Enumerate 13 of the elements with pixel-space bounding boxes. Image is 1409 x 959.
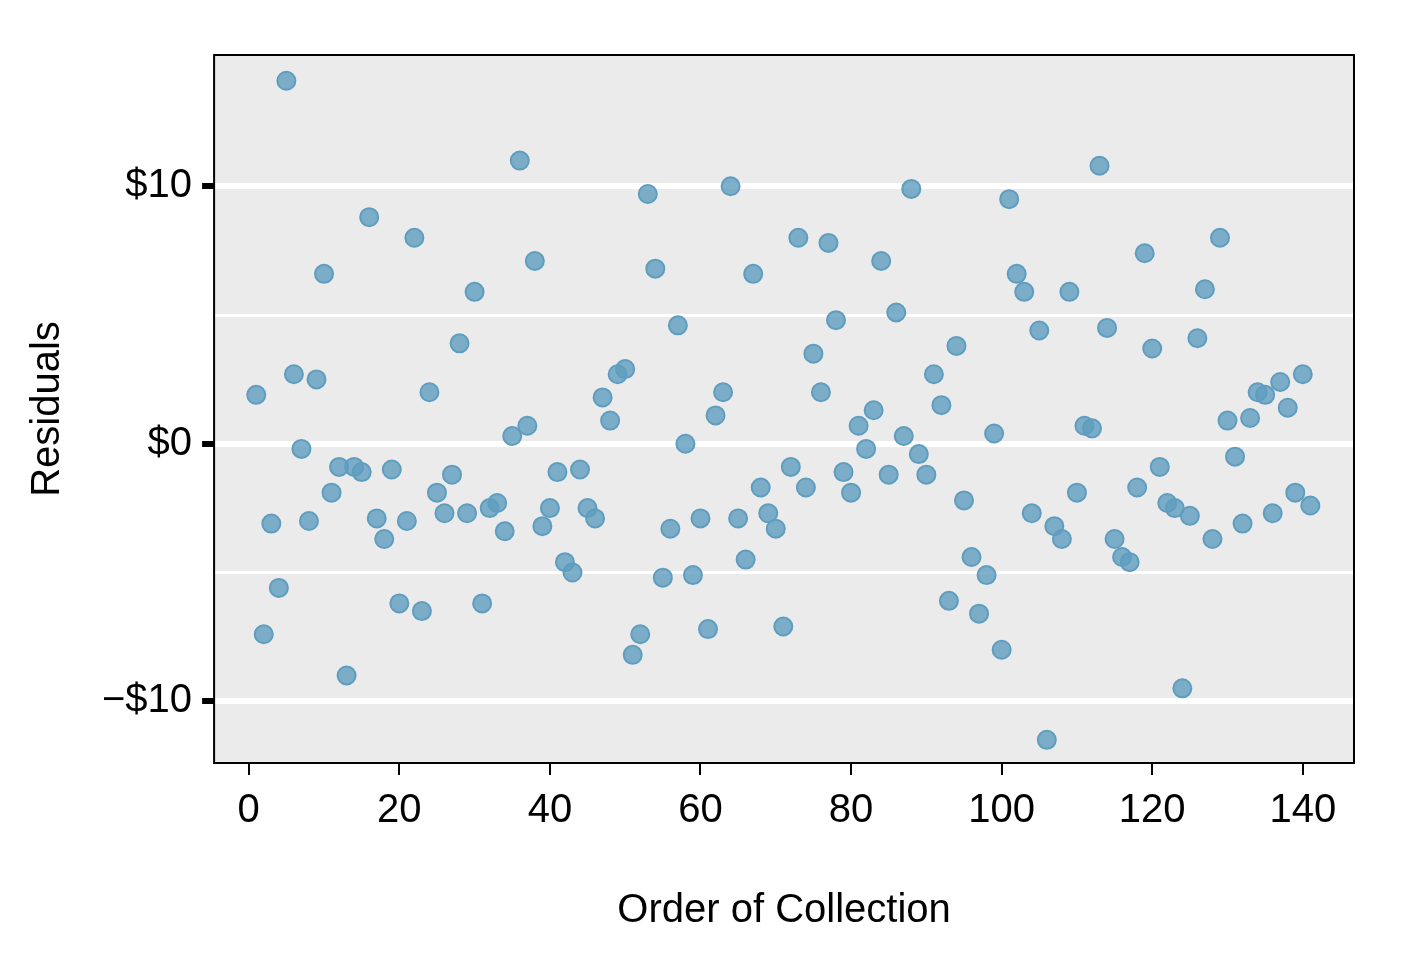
- x-axis-title: Order of Collection: [617, 886, 951, 931]
- x-tick-label: 20: [377, 786, 422, 831]
- x-tick-label: 80: [828, 786, 874, 831]
- x-tick-label: 120: [1118, 786, 1186, 831]
- x-tick-label: 140: [1269, 786, 1337, 831]
- x-tick-label: 40: [527, 786, 573, 831]
- x-tick-label: 0: [237, 786, 260, 831]
- x-tick-label: 100: [968, 786, 1036, 831]
- y-tick-label: $10: [125, 161, 193, 206]
- y-axis-title: Residuals: [23, 321, 68, 497]
- y-tick-label: −$10: [101, 676, 193, 721]
- x-tick-label: 60: [678, 786, 723, 831]
- y-tick-label: $0: [147, 418, 193, 463]
